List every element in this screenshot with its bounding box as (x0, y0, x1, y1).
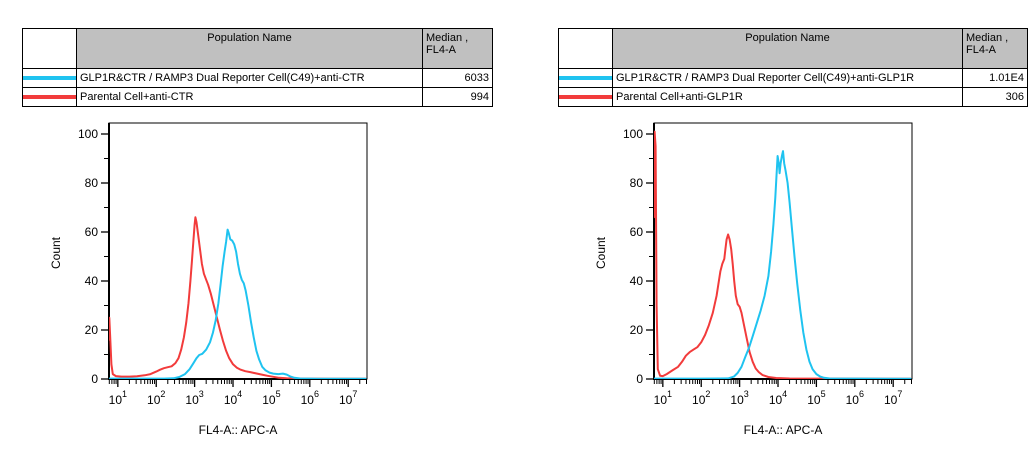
x-axis-title: FL4-A:: APC-A (199, 423, 278, 437)
y-tick-label: 100 (78, 127, 98, 141)
x-tick-label: 106 (846, 389, 864, 407)
swatch-cell (558, 87, 613, 107)
series-color-swatch-red (23, 95, 76, 99)
x-tick-label: 104 (769, 389, 787, 407)
population-name-cell: GLP1R&CTR / RAMP3 Dual Reporter Cell(C49… (612, 68, 963, 88)
median-value-cell: 994 (422, 87, 493, 107)
histogram-curve (654, 130, 912, 379)
legend-table-left: Population Name Median , FL4-A GLP1R&CTR… (22, 28, 493, 107)
histogram-curve (109, 228, 367, 379)
population-name-cell: GLP1R&CTR / RAMP3 Dual Reporter Cell(C49… (76, 68, 423, 88)
median-header: Median , FL4-A (962, 28, 1028, 69)
legend-header-row: Population Name Median , FL4-A (22, 28, 493, 69)
y-tick-label: 40 (630, 274, 644, 288)
x-tick-label: 101 (109, 389, 127, 407)
x-tick-label: 105 (807, 389, 825, 407)
legend-row: Parental Cell+anti-CTR 994 (22, 87, 493, 107)
histogram-curve (654, 150, 912, 379)
x-tick-label: 101 (654, 389, 672, 407)
x-tick-label: 102 (692, 389, 710, 407)
series-color-swatch-cyan (559, 76, 612, 80)
median-header-line1: Median , (966, 32, 1009, 44)
y-tick-label: 60 (630, 225, 644, 239)
flow-histogram-left: 101 102 103 104 105 106 107 0 20 40 60 80 100 Count FL… (49, 122, 368, 437)
median-value-cell: 6033 (422, 68, 493, 88)
y-tick-label: 20 (630, 323, 644, 337)
x-axis-title: FL4-A:: APC-A (744, 423, 823, 437)
median-header-line2: FL4-A (426, 44, 456, 56)
legend-table-right: Population Name Median , FL4-A GLP1R&CTR… (558, 28, 1028, 107)
swatch-cell (22, 68, 77, 88)
y-tick-label: 80 (85, 176, 99, 190)
y-tick-label: 40 (85, 274, 99, 288)
population-name-cell: Parental Cell+anti-CTR (76, 87, 423, 107)
flow-histogram-right: 101 102 103 104 105 106 107 0 20 40 60 80 100 Count FL… (594, 122, 913, 437)
series-color-swatch-cyan (23, 76, 76, 80)
legend-swatch-header-cell (558, 28, 613, 69)
legend-row: GLP1R&CTR / RAMP3 Dual Reporter Cell(C49… (558, 68, 1028, 88)
x-tick-label: 102 (147, 389, 165, 407)
median-value-cell: 306 (962, 87, 1028, 107)
y-tick-label: 20 (85, 323, 99, 337)
y-tick-label: 0 (636, 372, 643, 386)
x-tick-label: 103 (730, 389, 748, 407)
median-header-line2: FL4-A (966, 44, 996, 56)
median-header: Median , FL4-A (422, 28, 493, 69)
legend-header-row: Population Name Median , FL4-A (558, 28, 1028, 69)
legend-row: Parental Cell+anti-GLP1R 306 (558, 87, 1028, 107)
x-tick-label: 107 (339, 389, 357, 407)
y-tick-label: 80 (630, 176, 644, 190)
x-tick-label: 105 (262, 389, 280, 407)
series-color-swatch-red (559, 95, 612, 99)
population-name-header: Population Name (76, 28, 423, 69)
median-value-cell: 1.01E4 (962, 68, 1028, 88)
plot-frame (108, 122, 368, 380)
plot-frame (653, 122, 913, 380)
y-axis-title: Count (49, 236, 63, 269)
y-axis-title: Count (594, 236, 608, 269)
x-tick-label: 107 (884, 389, 902, 407)
y-tick-label: 100 (623, 127, 643, 141)
swatch-cell (558, 68, 613, 88)
legend-swatch-header-cell (22, 28, 77, 69)
swatch-cell (22, 87, 77, 107)
x-tick-label: 104 (224, 389, 242, 407)
y-tick-label: 0 (91, 372, 98, 386)
median-header-line1: Median , (426, 32, 469, 44)
histogram-curve (109, 216, 367, 379)
legend-row: GLP1R&CTR / RAMP3 Dual Reporter Cell(C49… (22, 68, 493, 88)
x-tick-label: 106 (301, 389, 319, 407)
x-tick-label: 103 (185, 389, 203, 407)
y-tick-label: 60 (85, 225, 99, 239)
population-name-header: Population Name (612, 28, 963, 69)
population-name-cell: Parental Cell+anti-GLP1R (612, 87, 963, 107)
